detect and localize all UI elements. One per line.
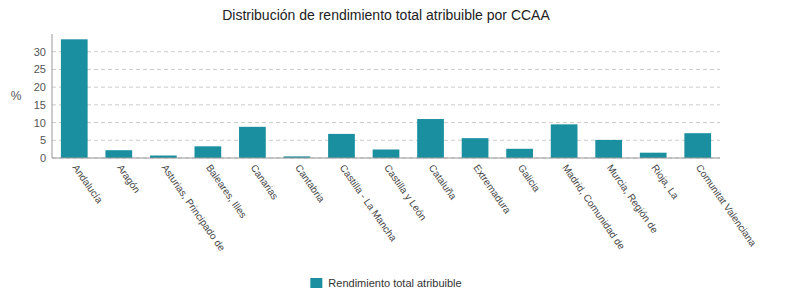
grid-line: [52, 69, 720, 70]
x-tick-label: Canarias: [249, 162, 281, 201]
x-tick-label: Cataluña: [427, 162, 459, 201]
bar: Comunitat Valenciana: 7: [684, 133, 711, 158]
y-tick-label: 25: [34, 63, 46, 75]
y-tick-label: 20: [34, 81, 46, 93]
legend-label: Rendimiento total atribuible: [328, 277, 461, 289]
x-tick-label: Baleares, Illes: [204, 162, 249, 220]
bar: Canarias: 8.8: [239, 127, 266, 158]
chart-svg: Distribución de rendimiento total atribu…: [0, 0, 800, 300]
x-tick-label: Rioja, La: [649, 162, 681, 201]
x-tick-label: Extremadura: [471, 162, 513, 216]
chart-container: Distribución de rendimiento total atribu…: [0, 0, 800, 300]
y-tick-label: 15: [34, 99, 46, 111]
y-tick-label: 30: [34, 46, 46, 58]
bars: Andalucía: 33.5Aragón: 2.2Asturias, Prin…: [61, 39, 711, 158]
x-tick-label: Comunitat Valenciana: [694, 162, 759, 248]
x-tick-label: Cantabria: [293, 162, 327, 204]
grid-line: [52, 158, 720, 159]
grid-line: [52, 122, 720, 123]
bar: Castilla - La Mancha: 6.8: [328, 134, 355, 158]
x-tick-label: Castilla y León: [382, 162, 429, 222]
chart-title: Distribución de rendimiento total atribu…: [222, 7, 550, 23]
bar: Cataluña: 11: [417, 119, 444, 158]
legend-swatch: [310, 278, 322, 288]
grid-line: [52, 87, 720, 88]
y-axis-line: [52, 34, 53, 158]
bar: Baleares, Illes: 3.3: [195, 146, 222, 158]
x-axis-line: [52, 158, 720, 159]
y-tick-label: 0: [40, 152, 46, 164]
bar: Rioja, La: 1.5: [640, 153, 667, 158]
bar: Murcia, Región de: 5.1: [595, 140, 622, 158]
y-tick-label: 5: [40, 134, 46, 146]
x-tick-label: Galicia: [516, 162, 543, 194]
bar: Madrid, Comunidad de: 9.5: [551, 124, 578, 158]
grid-line: [52, 51, 720, 52]
x-tick-label: Andalucía: [70, 162, 105, 205]
x-tick-label: Aragón: [115, 162, 143, 195]
legend: Rendimiento total atribuible: [310, 277, 461, 289]
bar: Andalucía: 33.5: [61, 39, 88, 158]
bar: Aragón: 2.2: [105, 150, 132, 158]
bar: Galicia: 2.6: [506, 149, 533, 158]
y-tick-label: 10: [34, 117, 46, 129]
bar: Castilla y León: 2.4: [373, 149, 400, 158]
x-tick-label: Murcia, Región de: [605, 162, 661, 235]
grid-line: [52, 104, 720, 105]
y-axis-label: %: [11, 89, 22, 103]
bar: Extremadura: 5.6: [462, 138, 489, 158]
grid: [52, 52, 720, 158]
